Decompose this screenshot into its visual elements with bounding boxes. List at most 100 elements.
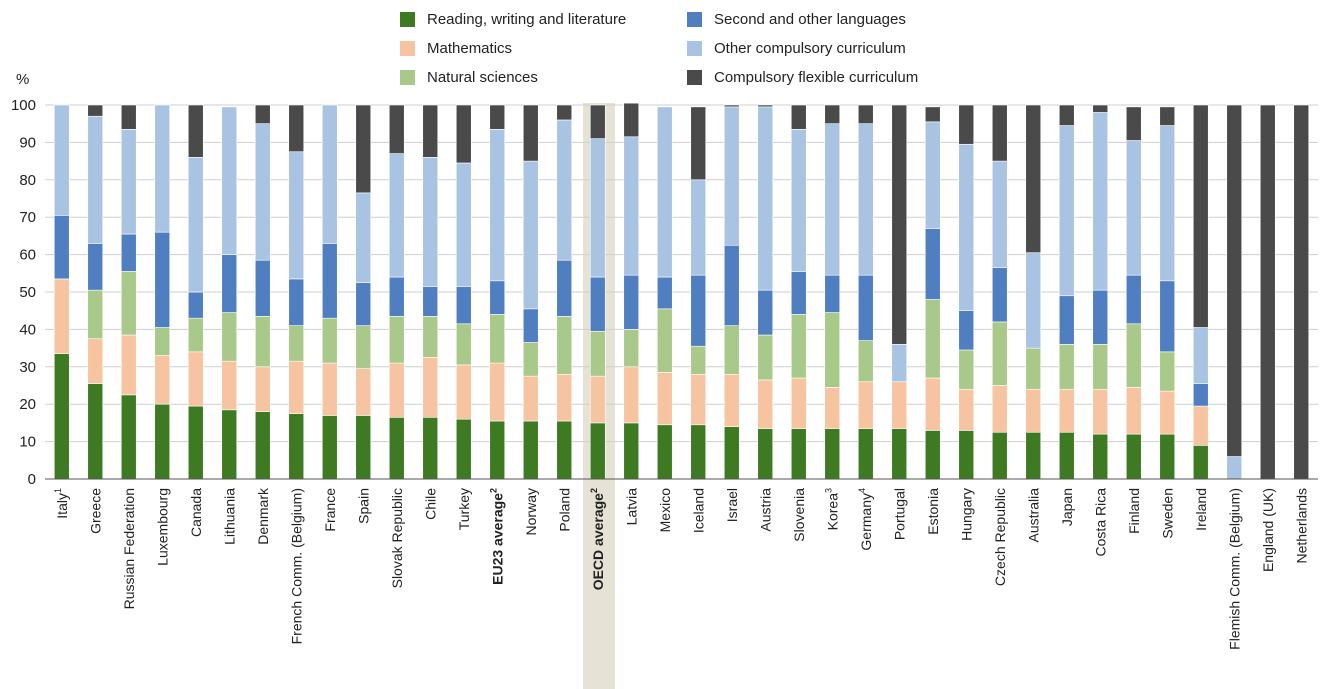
bar-segment	[623, 422, 640, 480]
bar-stack	[1259, 104, 1276, 480]
bar-segment	[388, 316, 405, 364]
bar-stack	[690, 106, 707, 480]
bar-stack	[589, 104, 606, 480]
bar-segment	[556, 119, 573, 261]
y-tick-label: 50	[19, 284, 36, 301]
bar-segment	[87, 243, 104, 291]
bar-stack	[422, 104, 439, 480]
bar-segment	[53, 353, 70, 480]
bar-segment	[522, 160, 539, 310]
bar-segment	[422, 104, 439, 158]
x-tick-label: Chile	[422, 488, 438, 520]
x-tick-label: Sweden	[1159, 488, 1175, 539]
bar-segment	[489, 314, 506, 364]
bar-segment	[154, 327, 171, 356]
bar-segment	[355, 325, 372, 369]
bar-segment	[958, 388, 975, 431]
bar-segment	[757, 379, 774, 429]
bar-stack	[623, 102, 640, 480]
bar-segment	[321, 415, 338, 480]
bar-segment	[120, 129, 137, 235]
bar-stack	[958, 104, 975, 480]
bar-segment	[187, 157, 204, 293]
bar-stack	[1125, 106, 1142, 480]
bar-segment	[1192, 445, 1209, 480]
bar-stack	[1159, 106, 1176, 480]
bar-segment	[422, 157, 439, 287]
bar-segment	[120, 394, 137, 480]
bar-segment	[187, 405, 204, 480]
bar-segment	[1192, 405, 1209, 446]
bar-segment	[958, 104, 975, 145]
bar-segment	[120, 233, 137, 272]
bar-stack	[321, 104, 338, 480]
bar-segment	[522, 104, 539, 162]
bar-stack	[187, 104, 204, 480]
bar-segment	[1159, 280, 1176, 353]
bar-segment	[757, 289, 774, 336]
bar-segment	[857, 428, 874, 480]
bar-segment	[1159, 433, 1176, 480]
bar-segment	[656, 106, 673, 278]
bar-segment	[1159, 351, 1176, 392]
x-tick-label: French Comm. (Belgium)	[288, 488, 304, 644]
bar-segment	[154, 231, 171, 328]
bar-segment	[254, 366, 271, 412]
bar-segment	[53, 278, 70, 355]
bar-segment	[87, 338, 104, 384]
bar-segment	[522, 375, 539, 422]
bar-segment	[1293, 104, 1310, 480]
x-tick-label: Germany4	[857, 488, 874, 551]
x-tick-label: France	[322, 488, 338, 532]
bar-segment	[1226, 104, 1243, 457]
legend-swatch	[687, 40, 702, 56]
bar-segment	[422, 316, 439, 358]
bar-segment	[422, 416, 439, 480]
bar-segment	[690, 373, 707, 426]
bar-segment	[355, 415, 372, 480]
x-axis-tick-labels: Italy1 Greece Russian Federation Luxembourg…	[53, 487, 1310, 650]
bar-segment	[824, 104, 841, 125]
bar-segment	[723, 325, 740, 375]
bar-segment	[991, 104, 1008, 162]
bar-segment	[623, 102, 640, 138]
x-tick-label: Austria	[757, 488, 773, 532]
legend-item: Mathematics	[400, 37, 685, 59]
bars	[53, 102, 1310, 480]
bar-segment	[991, 160, 1008, 268]
bar-stack	[53, 104, 70, 480]
y-tick-label: 0	[28, 471, 36, 488]
y-tick-label: 20	[19, 396, 36, 413]
bar-segment	[958, 430, 975, 480]
bar-segment	[221, 360, 238, 411]
x-tick-label: Latvia	[623, 488, 639, 526]
bar-segment	[388, 276, 405, 317]
bar-segment	[556, 104, 573, 121]
bar-segment	[1058, 125, 1075, 297]
bar-segment	[958, 310, 975, 351]
bar-segment	[288, 104, 305, 153]
bar-stack	[120, 104, 137, 480]
bar-segment	[455, 418, 472, 480]
bar-segment	[388, 104, 405, 154]
bar-segment	[589, 375, 606, 424]
bar-segment	[1092, 112, 1109, 291]
legend-label: Other compulsory curriculum	[714, 39, 906, 57]
bar-segment	[656, 372, 673, 426]
x-tick-label: Korea3	[823, 488, 840, 530]
bar-segment	[321, 243, 338, 319]
x-tick-label: Flemish Comm. (Belgium)	[1226, 488, 1242, 650]
bar-segment	[824, 123, 841, 276]
bar-stack	[87, 104, 104, 480]
bar-segment	[857, 123, 874, 276]
bar-segment	[455, 286, 472, 325]
bar-segment	[1092, 104, 1109, 113]
bar-segment	[690, 274, 707, 347]
bar-stack	[221, 106, 238, 480]
bar-segment	[790, 428, 807, 480]
bar-stack	[556, 104, 573, 480]
y-tick-label: 60	[19, 247, 36, 264]
bar-segment	[857, 274, 874, 341]
y-axis-unit-label: %	[16, 71, 29, 88]
